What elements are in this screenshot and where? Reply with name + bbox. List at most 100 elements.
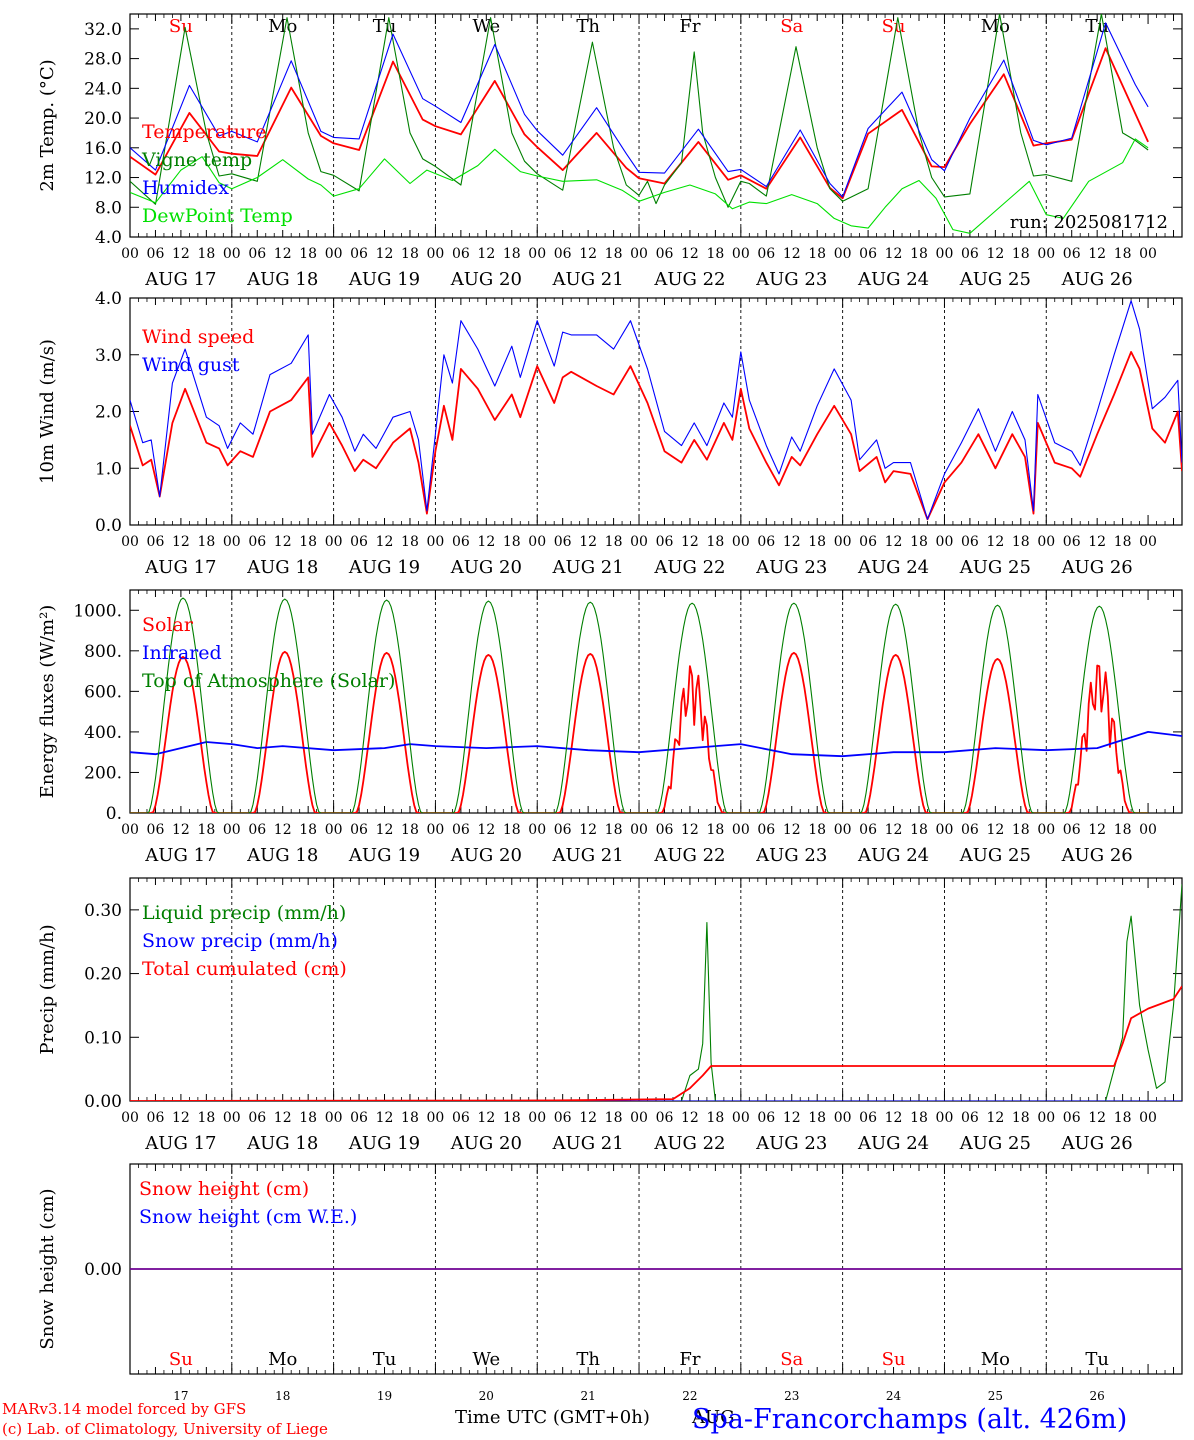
date-label: AUG 25 [959, 845, 1031, 866]
hour-tick-label: 18 [401, 1110, 419, 1126]
hour-tick-label: 18 [605, 534, 623, 550]
hour-tick-label: 06 [859, 822, 877, 838]
hour-tick-label: 06 [757, 822, 775, 838]
hour-tick-label: 18 [197, 822, 215, 838]
hour-tick-label: 00 [936, 1110, 954, 1126]
hour-tick-label: 18 [910, 822, 928, 838]
series-line [130, 985, 1182, 1101]
hour-tick-label: 12 [579, 246, 597, 262]
hour-tick-label: 18 [503, 246, 521, 262]
hour-tick-label: 00 [1037, 1110, 1055, 1126]
hour-tick-label: 00 [223, 1110, 241, 1126]
day-number-label: 26 [1090, 1389, 1105, 1403]
hour-tick-label: 12 [986, 534, 1004, 550]
date-label: AUG 20 [450, 1133, 522, 1154]
hour-tick-label: 12 [477, 822, 495, 838]
series-line [130, 138, 1149, 234]
hour-tick-label: 06 [656, 1110, 674, 1126]
hour-tick-label: 18 [1114, 822, 1132, 838]
hour-tick-label: 18 [299, 822, 317, 838]
hour-tick-label: 00 [732, 246, 750, 262]
hour-tick-label: 18 [503, 822, 521, 838]
weekday-label: Mo [268, 1349, 297, 1370]
date-label: AUG 22 [653, 845, 725, 866]
footer-credit-text: (c) Lab. of Climatology, University of L… [2, 1420, 328, 1438]
day-number-label: 19 [377, 1389, 392, 1403]
date-label: AUG 19 [348, 557, 420, 578]
hour-tick-label: 12 [681, 246, 699, 262]
y-tick-label: 800. [84, 642, 122, 662]
hour-tick-label: 12 [681, 534, 699, 550]
legend-entry: Snow height (cm W.E.) [139, 1206, 357, 1228]
day-number-label: 24 [886, 1389, 902, 1403]
date-label: AUG 17 [144, 557, 216, 578]
hour-tick-label: 18 [1012, 246, 1030, 262]
hour-tick-label: 06 [859, 1110, 877, 1126]
day-number-label: 22 [682, 1389, 697, 1403]
y-axis-label: Precip (mm/h) [37, 924, 58, 1054]
y-tick-label: 600. [84, 682, 122, 702]
date-label: AUG 24 [857, 269, 929, 290]
hour-tick-label: 12 [681, 1110, 699, 1126]
date-label: AUG 18 [246, 557, 318, 578]
hour-tick-label: 00 [1037, 822, 1055, 838]
series-line [130, 650, 1149, 813]
legend-entry: Vigne temp [141, 149, 252, 171]
hour-tick-label: 18 [910, 534, 928, 550]
weekday-label: We [472, 16, 500, 37]
y-tick-label: 4.0 [95, 289, 122, 309]
hour-tick-label: 00 [1139, 246, 1157, 262]
hour-tick-label: 00 [427, 822, 445, 838]
hour-tick-label: 00 [732, 822, 750, 838]
hour-tick-label: 00 [121, 1110, 139, 1126]
series-line [130, 884, 1182, 1101]
weekday-label: Th [576, 1349, 600, 1370]
legend-entry: Wind gust [142, 354, 240, 376]
hour-tick-label: 18 [401, 534, 419, 550]
y-axis-label: Energy fluxes (W/m²) [37, 605, 58, 799]
hour-tick-label: 18 [910, 1110, 928, 1126]
hour-tick-label: 12 [579, 1110, 597, 1126]
plot-frame [129, 297, 1183, 526]
hour-tick-label: 12 [783, 1110, 801, 1126]
y-tick-label: 200. [84, 763, 122, 783]
date-label: AUG 20 [450, 269, 522, 290]
hour-tick-label: 00 [1139, 534, 1157, 550]
date-label: AUG 17 [144, 1133, 216, 1154]
hour-tick-label: 12 [376, 534, 394, 550]
hour-tick-label: 06 [350, 534, 368, 550]
hour-tick-label: 12 [274, 534, 292, 550]
hour-tick-label: 06 [859, 534, 877, 550]
hour-tick-label: 00 [732, 534, 750, 550]
hour-tick-label: 06 [452, 246, 470, 262]
hour-tick-label: 12 [1088, 534, 1106, 550]
date-label: AUG 20 [450, 845, 522, 866]
hour-tick-label: 18 [299, 246, 317, 262]
y-tick-label: 0.00 [84, 1260, 122, 1280]
hour-tick-label: 06 [350, 246, 368, 262]
hour-tick-label: 00 [325, 246, 343, 262]
day-number-label: 17 [173, 1389, 188, 1403]
panel-4: 0.00 0.10 0.20 0.30 Precip (mm/h) 00 06 12 18 00 0… [37, 877, 1183, 1154]
y-tick-label: 24.0 [84, 79, 122, 99]
hour-tick-label: 06 [859, 246, 877, 262]
hour-tick-label: 00 [1037, 534, 1055, 550]
hour-tick-label: 12 [986, 822, 1004, 838]
date-label: AUG 20 [450, 557, 522, 578]
y-axis-label: Snow height (cm) [37, 1188, 58, 1349]
weekday-label: Su [882, 1349, 906, 1370]
date-label: AUG 21 [552, 557, 624, 578]
y-tick-label: 0.30 [84, 901, 122, 921]
date-label: AUG 21 [552, 1133, 624, 1154]
weekday-label: Mo [981, 1349, 1010, 1370]
date-label: AUG 21 [552, 845, 624, 866]
hour-tick-label: 00 [630, 246, 648, 262]
date-label: AUG 19 [348, 1133, 420, 1154]
hour-tick-label: 12 [477, 1110, 495, 1126]
y-tick-label: 32.0 [84, 20, 122, 40]
weekday-label: Su [882, 16, 906, 37]
hour-tick-label: 12 [579, 822, 597, 838]
date-label: AUG 25 [959, 1133, 1031, 1154]
hour-tick-label: 06 [554, 822, 572, 838]
hour-tick-label: 18 [605, 822, 623, 838]
